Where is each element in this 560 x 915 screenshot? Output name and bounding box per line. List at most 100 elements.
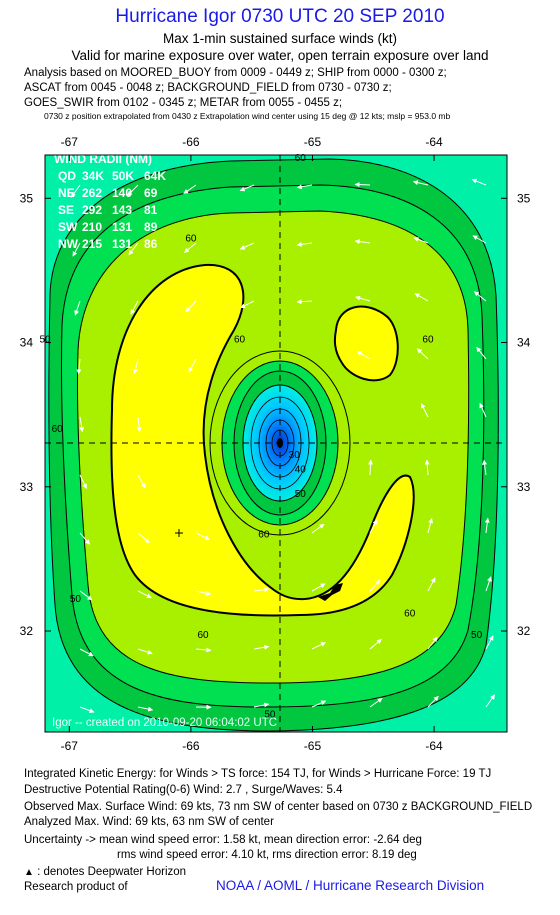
wind-radii-cell: 81 bbox=[144, 203, 158, 217]
wind-radii-header-cell: 50K bbox=[112, 169, 134, 183]
band-64-plus-main bbox=[110, 263, 415, 617]
wind-vector bbox=[195, 532, 210, 541]
wind-radii-cell: NE bbox=[58, 186, 75, 200]
contour-label: 60 bbox=[234, 335, 246, 346]
wind-vector bbox=[427, 577, 436, 592]
contour-label: 50 bbox=[70, 594, 82, 605]
contour-label: 50 bbox=[264, 710, 276, 721]
legend-line: ▲ : denotes Deepwater Horizon bbox=[24, 866, 186, 878]
x-tick-label-bottom: -67 bbox=[61, 739, 79, 753]
wind-radii-cell: 69 bbox=[144, 186, 158, 200]
chart-credit: Igor -- created on 2010-09-20 06:04:02 U… bbox=[52, 717, 277, 729]
cross-marker bbox=[175, 529, 183, 537]
axes: -67 -67 -66 -66 -65 -65 -64 -64 35 35 34 34 33 33 32 32 bbox=[20, 135, 531, 753]
wind-vector bbox=[133, 358, 139, 375]
wind-vector bbox=[416, 348, 429, 360]
wind-vector bbox=[479, 402, 487, 418]
wind-vector bbox=[253, 587, 270, 593]
wind-vector bbox=[427, 636, 438, 650]
contour-label: 60 bbox=[422, 335, 434, 346]
wind-radii-cell: 262 bbox=[82, 186, 102, 200]
wind-radii-cell: 292 bbox=[82, 203, 102, 217]
wind-radii-header-cell: 64K bbox=[144, 169, 166, 183]
wind-vector bbox=[72, 242, 81, 257]
wind-vector bbox=[127, 184, 139, 197]
wind-vector bbox=[311, 700, 327, 708]
wind-vector bbox=[240, 300, 255, 309]
wind-vector bbox=[136, 416, 142, 433]
wind-vector bbox=[188, 358, 197, 373]
deepwater-horizon-marker bbox=[318, 583, 343, 601]
wind-vector bbox=[239, 184, 255, 192]
band-64-plus-ne bbox=[333, 305, 399, 382]
wind-vector bbox=[482, 459, 488, 476]
y-tick-label-left: 35 bbox=[20, 191, 34, 205]
wind-radii-cell: 215 bbox=[82, 237, 102, 251]
x-tick-label-bottom: -65 bbox=[304, 739, 322, 753]
y-tick-label-right: 33 bbox=[517, 480, 531, 494]
contour-label: 60 bbox=[185, 234, 197, 245]
wind-vector bbox=[296, 184, 313, 190]
wind-vector bbox=[355, 295, 371, 302]
ike-line: Integrated Kinetic Energy: for Winds > T… bbox=[24, 768, 492, 780]
source-line-1: Analysis based on MOORED_BUOY from 0009 … bbox=[24, 67, 447, 79]
wind-vector bbox=[356, 351, 371, 360]
uncertainty-line-1: Uncertainty -> mean wind speed error: 1.… bbox=[24, 834, 422, 846]
contour-label: 60 bbox=[258, 529, 270, 540]
wind-vector bbox=[74, 300, 81, 316]
wind-radii-cell: SW bbox=[58, 220, 78, 234]
wind-vector bbox=[369, 697, 383, 708]
y-tick-label-left: 32 bbox=[20, 624, 34, 638]
source-line-2: ASCAT from 0045 - 0048 z; BACKGROUND_FIE… bbox=[24, 82, 392, 94]
wind-vector bbox=[79, 532, 91, 545]
x-tick-label-top: -64 bbox=[425, 135, 443, 149]
wind-radii-cell: SE bbox=[58, 203, 74, 217]
uncertainty-line-2: rms wind speed error: 4.10 kt, rms direc… bbox=[117, 849, 417, 861]
wind-radii-cell: 131 bbox=[112, 237, 132, 251]
analyzed-max-line: Analyzed Max. Wind: 69 kts, 63 nm SW of … bbox=[24, 816, 274, 828]
wind-vector bbox=[485, 694, 496, 708]
wind-vector bbox=[420, 403, 429, 418]
contour-label: 60 bbox=[52, 424, 64, 435]
contour-label: 30 bbox=[289, 450, 301, 461]
wind-vector bbox=[184, 242, 197, 253]
x-tick-label-top: -66 bbox=[182, 135, 200, 149]
plot-frame bbox=[44, 154, 508, 733]
wind-radii-cell: 86 bbox=[144, 237, 158, 251]
wind-vector bbox=[296, 299, 313, 305]
wind-vector bbox=[137, 648, 153, 655]
wind-vector bbox=[137, 474, 146, 489]
wind-vector bbox=[137, 532, 150, 544]
wind-vector bbox=[354, 182, 371, 188]
wind-vector bbox=[239, 242, 255, 250]
wind-vector bbox=[311, 523, 325, 534]
wind-vector bbox=[311, 642, 326, 650]
wind-vector bbox=[414, 293, 429, 302]
wind-vector bbox=[79, 648, 94, 657]
wind-vector bbox=[484, 517, 490, 534]
wind-vector bbox=[253, 644, 270, 650]
wind-radii-cell: 210 bbox=[82, 220, 102, 234]
wind-vector bbox=[130, 300, 139, 315]
observed-max-line: Observed Max. Surface Wind: 69 kts, 73 n… bbox=[24, 801, 533, 813]
y-tick-label-right: 32 bbox=[517, 624, 531, 638]
wind-vector bbox=[195, 647, 212, 653]
wind-vector bbox=[413, 237, 429, 244]
x-tick-label-top: -65 bbox=[304, 135, 322, 149]
wind-vector bbox=[79, 416, 85, 433]
y-tick-label-left: 34 bbox=[20, 336, 34, 350]
dpr-line: Destructive Potential Rating(0-6) Wind: … bbox=[24, 784, 343, 796]
contour-label: 50 bbox=[471, 630, 483, 641]
position-note: 0730 z position extrapolated from 0430 z… bbox=[44, 111, 451, 121]
wind-vector bbox=[427, 695, 439, 708]
wind-vector bbox=[137, 590, 152, 599]
wind-radii-cell: 89 bbox=[144, 220, 158, 234]
contour-label: 60 bbox=[197, 630, 209, 641]
wind-vector bbox=[427, 518, 434, 534]
contour-label: 60 bbox=[295, 153, 307, 164]
wind-vector bbox=[79, 590, 93, 601]
chart-subtitle-exposure: Valid for marine exposure over water, op… bbox=[71, 48, 489, 63]
wind-vector bbox=[137, 706, 154, 712]
wind-vector bbox=[128, 242, 139, 256]
